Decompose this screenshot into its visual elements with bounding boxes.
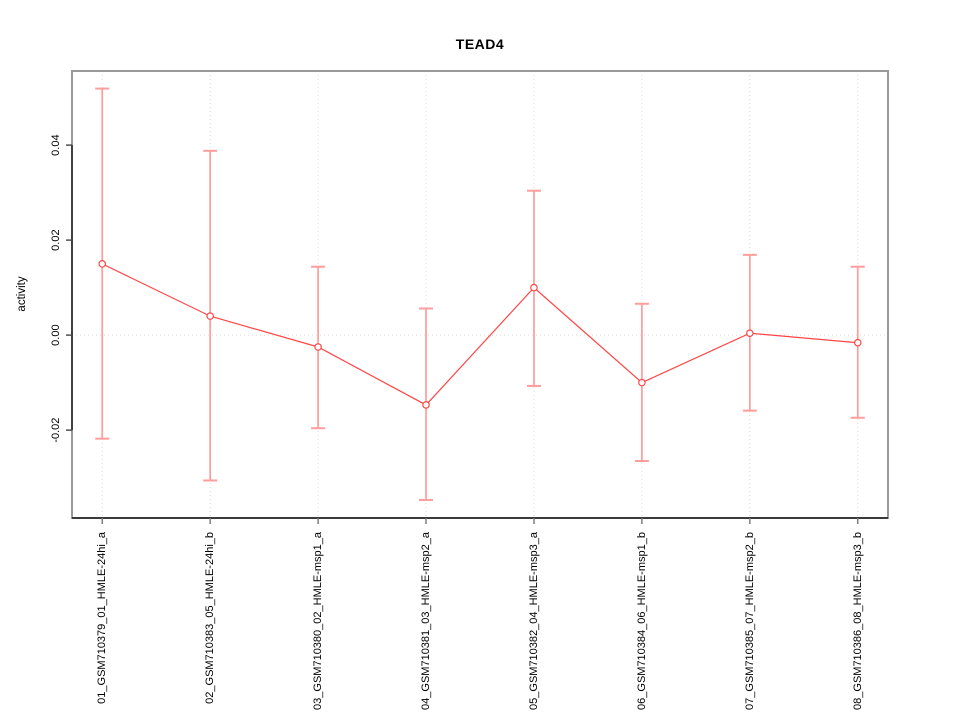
y-tick-label: 0.04 [50, 134, 62, 155]
chart-title: TEAD4 [455, 36, 505, 52]
x-tick-label: 01_GSM710379_01_HMLE-24hi_a [96, 531, 108, 704]
x-tick-label: 08_GSM710386_08_HMLE-msp3_b [852, 532, 864, 710]
data-point [98, 260, 107, 268]
series-line [101, 263, 858, 406]
plot-box [71, 70, 889, 519]
data-point [422, 401, 430, 409]
data-point [206, 312, 214, 320]
data-point [530, 283, 538, 292]
x-tick-label: 06_GSM710384_06_HMLE-msp1_b [636, 532, 648, 710]
x-tick-label: 07_GSM710385_07_HMLE-msp2_b [744, 532, 756, 710]
y-tick-label: 0.00 [50, 324, 62, 345]
data-point [853, 338, 862, 347]
x-tick-label: 02_GSM710383_05_HMLE-24hi_b [204, 532, 216, 704]
data-point [314, 343, 322, 351]
data-point [746, 329, 754, 338]
x-tick-label: 05_GSM710382_04_HMLE-msp3_a [528, 531, 540, 710]
y-tick-label: 0.02 [50, 229, 62, 250]
x-tick-label: 04_GSM710381_03_HMLE-msp2_a [420, 531, 432, 710]
x-tick-label: 03_GSM710380_02_HMLE-msp1_a [312, 531, 324, 710]
y-tick-label: -0.02 [50, 418, 62, 443]
data-point [638, 378, 646, 387]
